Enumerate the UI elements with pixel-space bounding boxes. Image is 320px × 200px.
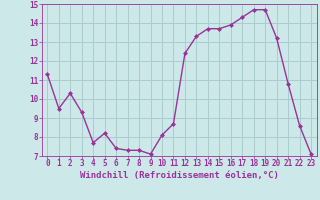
X-axis label: Windchill (Refroidissement éolien,°C): Windchill (Refroidissement éolien,°C) bbox=[80, 171, 279, 180]
